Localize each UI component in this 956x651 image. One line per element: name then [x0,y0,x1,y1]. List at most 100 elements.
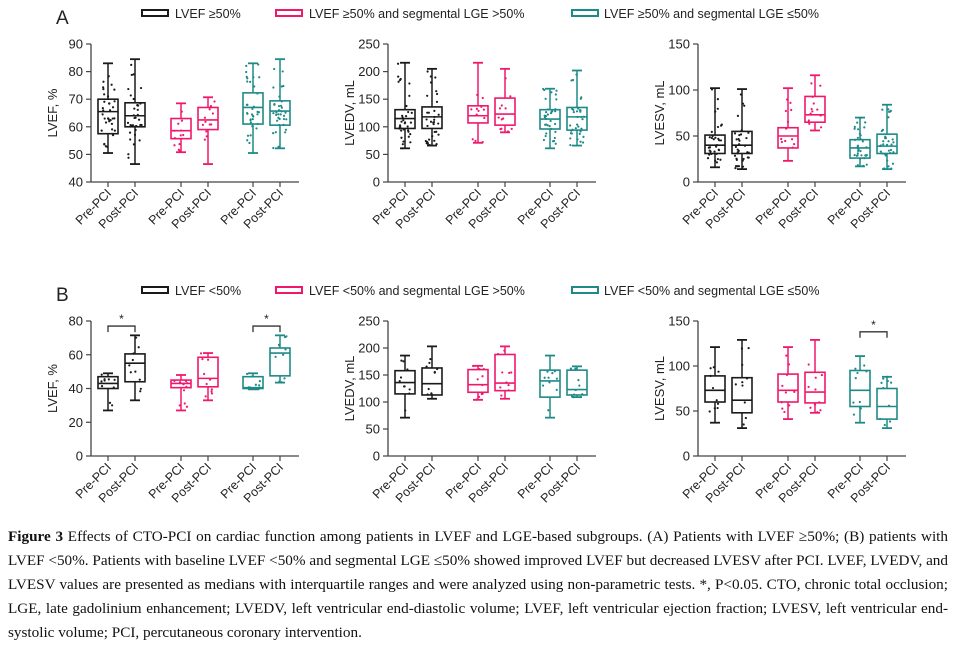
data-point [742,423,745,426]
b-lvesv-significance-bracket: * [859,318,888,338]
data-point [246,77,249,80]
data-point [253,387,257,391]
data-point [273,103,276,106]
data-point [554,130,557,133]
data-point [856,136,859,139]
legend-a-item-1: LVEF ≥50% and segmental LGE >50% [275,7,524,21]
data-point [734,167,737,170]
data-point [506,130,510,133]
data-point [859,157,862,160]
data-point [579,140,582,143]
data-point [402,140,405,143]
data-point [713,150,716,153]
data-point [481,141,484,144]
legend-b-swatch-0 [141,286,169,294]
data-point [129,94,132,97]
data-point [256,122,259,126]
data-point [436,367,439,371]
data-point [811,95,814,98]
iqr-box [566,106,588,131]
data-point [278,95,281,98]
data-point [113,100,116,103]
data-point [578,384,581,387]
data-point [887,116,890,119]
data-point [710,88,714,91]
data-point [127,156,130,159]
data-point [555,89,558,92]
data-point [428,361,431,365]
data-point [575,110,579,113]
data-point [477,109,480,112]
data-point [547,376,550,379]
data-point [138,378,141,381]
legend-a-label-2: LVEF ≥50% and segmental LGE ≤50% [604,7,819,21]
figure-caption: Figure 3 Effects of CTO-PCI on cardiac f… [8,525,948,645]
data-point [544,123,547,126]
iqr-box [494,97,516,126]
data-point [103,117,106,120]
data-point [809,406,812,409]
iqr-box [731,376,753,414]
legend-a-swatch-0 [141,9,169,17]
iqr-box [731,130,753,155]
data-point [480,392,483,396]
data-point [891,162,895,165]
data-point [570,129,573,132]
data-point [857,128,860,131]
caption-label: Figure 3 [8,528,64,545]
b-lvesv-y-tick-label: 50 [676,404,690,419]
data-point [708,410,711,413]
data-point [554,93,557,96]
data-point [403,122,406,125]
data-point [570,79,573,82]
iqr-box [170,117,192,140]
data-point [740,347,744,350]
b-lvesv-y-tick-label: 0 [683,449,690,464]
data-point [401,116,404,119]
data-point [111,117,114,120]
data-point [858,132,861,135]
data-point [551,372,554,375]
b-lvef-y-axis-title: LVEF, % [45,364,60,413]
iqr-box [242,375,264,390]
b-lvedv-y-tick-label: 200 [358,341,380,356]
data-point [137,104,140,107]
data-point [747,131,750,134]
a-lvedv-box-0: Pre-PCI [370,61,416,228]
data-point [177,122,180,125]
data-point [273,67,276,71]
data-point [550,91,553,94]
data-point [282,114,286,117]
data-point [736,148,739,151]
data-point [554,108,557,111]
data-point [139,390,142,393]
data-point [889,148,893,152]
data-point [574,127,577,130]
data-point [481,96,484,100]
data-point [544,115,548,118]
a-lvesv-box-5: Post-PCI [848,103,898,231]
data-point [246,372,249,375]
data-point [783,410,786,414]
data-point [854,138,857,141]
data-point [864,154,868,157]
data-point [555,388,558,391]
data-point [741,102,745,105]
data-point [714,136,717,139]
data-point [856,152,859,155]
data-point [131,124,135,127]
data-point [283,377,286,380]
data-point [786,98,789,101]
data-point [113,88,116,91]
data-point [245,64,248,67]
data-point [205,382,208,386]
data-point [173,129,176,132]
data-point [472,364,475,368]
data-point [282,353,285,356]
data-point [404,409,407,412]
data-point [107,118,110,121]
